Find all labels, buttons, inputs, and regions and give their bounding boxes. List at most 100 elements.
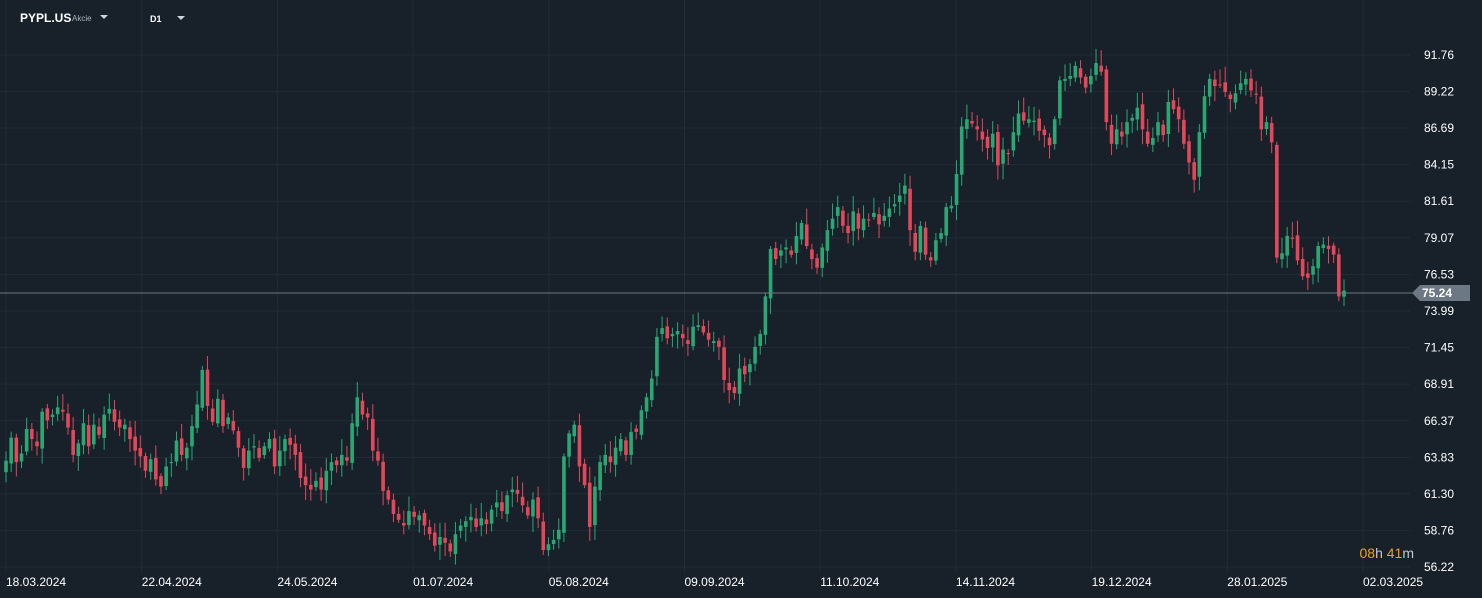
candle-body xyxy=(303,476,308,486)
candle-body xyxy=(1249,78,1253,91)
candle-body xyxy=(19,453,24,462)
candle-body xyxy=(1342,290,1346,297)
candle-body xyxy=(143,455,148,471)
candle-body xyxy=(1135,107,1140,120)
candle-body xyxy=(887,208,892,217)
candle-body xyxy=(572,424,577,437)
candle-body xyxy=(236,431,241,448)
candle-body xyxy=(892,204,897,207)
candle-body xyxy=(164,466,168,486)
symbol-dropdown-caret-icon[interactable] xyxy=(100,15,108,19)
candle-body xyxy=(288,437,292,445)
candle-body xyxy=(593,486,597,526)
candle-body xyxy=(830,218,835,229)
candle-body xyxy=(856,213,861,229)
candle-body xyxy=(1083,76,1088,88)
candle-body xyxy=(386,490,391,500)
candle-body xyxy=(928,257,933,261)
candle-body xyxy=(226,417,230,425)
candle-body xyxy=(9,437,13,464)
symbol-selector[interactable]: PYPL.US xyxy=(20,11,72,25)
candle-body xyxy=(1337,254,1341,297)
candle-body xyxy=(148,459,153,472)
candle-body xyxy=(556,529,561,540)
x-tick-label: 14.11.2024 xyxy=(956,575,1015,589)
grid-lines xyxy=(0,0,1410,572)
candle-body xyxy=(190,426,194,447)
y-tick-label: 89.22 xyxy=(1424,85,1454,99)
current-price-tag xyxy=(1412,284,1470,301)
y-tick-label: 79.07 xyxy=(1424,231,1454,245)
countdown-hours-unit: h xyxy=(1375,545,1383,561)
candle-body xyxy=(1001,149,1005,164)
candle-body xyxy=(711,341,716,344)
candle-body xyxy=(1223,82,1227,92)
candle-body xyxy=(314,480,318,488)
candle-body xyxy=(324,470,329,491)
candle-body xyxy=(391,499,396,514)
candle-body xyxy=(438,537,442,545)
candle-body xyxy=(1042,129,1047,136)
candle-body xyxy=(990,133,995,148)
candle-body xyxy=(159,476,163,487)
candle-body xyxy=(1114,129,1119,145)
timeframe-dropdown-caret-icon[interactable] xyxy=(177,16,185,20)
candle-body xyxy=(686,340,690,344)
candle-body xyxy=(231,421,236,431)
candle-body xyxy=(195,404,199,429)
candle-body xyxy=(1316,246,1320,269)
y-tick-label: 76.53 xyxy=(1424,267,1454,281)
candle-body xyxy=(1161,124,1165,136)
y-tick-label: 84.15 xyxy=(1424,158,1454,172)
candle-body xyxy=(934,240,938,261)
candle-body xyxy=(40,411,44,449)
candle-body xyxy=(1032,120,1036,122)
candle-body xyxy=(370,418,375,451)
candle-body xyxy=(1145,131,1150,144)
candle-body xyxy=(133,436,137,451)
candle-body xyxy=(1021,112,1026,121)
candle-body xyxy=(1269,123,1274,143)
candle-body xyxy=(1182,119,1186,144)
candle-body xyxy=(1290,237,1295,239)
candle-body xyxy=(753,346,757,364)
timeframe-selector[interactable]: D1 xyxy=(150,14,162,24)
candle-body xyxy=(810,249,814,259)
candle-body xyxy=(634,428,639,432)
candle-body xyxy=(825,230,830,251)
candle-body xyxy=(494,502,499,508)
candle-body xyxy=(1187,141,1191,163)
x-tick-label: 01.07.2024 xyxy=(413,575,473,589)
candle-body xyxy=(696,325,701,328)
candle-body xyxy=(665,326,670,339)
candle-body xyxy=(1027,119,1031,123)
candle-body xyxy=(200,369,205,408)
candle-body xyxy=(252,446,256,448)
candle-body xyxy=(448,543,453,552)
chart-toolbar: PYPL.US Akcie D1 xyxy=(0,0,400,36)
candle-body xyxy=(1166,101,1171,135)
candle-body xyxy=(1228,94,1233,100)
candle-body xyxy=(670,333,675,337)
candle-body xyxy=(779,250,783,256)
candle-body xyxy=(1254,93,1258,95)
candle-body xyxy=(97,426,101,435)
y-tick-label: 71.45 xyxy=(1424,341,1454,355)
candle-body xyxy=(469,516,473,521)
y-tick-label: 86.69 xyxy=(1424,121,1454,135)
candle-body xyxy=(308,484,313,490)
y-axis: 91.76 89.22 86.69 84.15 81.61 79.07 76.53 73.99… xyxy=(1424,48,1454,574)
candle-body xyxy=(804,224,809,247)
candle-body xyxy=(1213,79,1217,87)
candle-body xyxy=(1037,118,1041,131)
candle-body xyxy=(205,369,210,406)
candle-body xyxy=(350,423,354,463)
candle-body xyxy=(1280,253,1284,260)
candle-body xyxy=(949,205,954,209)
candle-body xyxy=(463,521,468,527)
candle-body xyxy=(1264,122,1269,130)
candle-body xyxy=(1192,162,1196,180)
candle-body xyxy=(257,447,261,458)
candle-body xyxy=(613,447,618,465)
